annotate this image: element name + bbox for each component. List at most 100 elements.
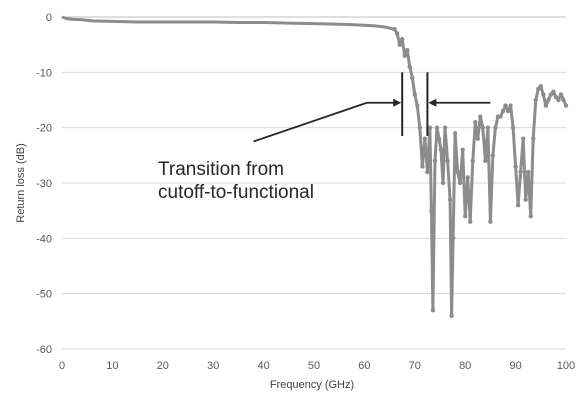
x-tick-label: 90	[509, 360, 521, 372]
data-point	[397, 42, 402, 47]
x-tick-label: 40	[257, 360, 269, 372]
x-tick-label: 10	[106, 360, 118, 372]
data-point	[473, 119, 478, 125]
data-point	[463, 214, 468, 219]
pointer-line	[253, 101, 368, 143]
data-point	[432, 158, 438, 164]
data-point	[561, 97, 566, 103]
data-point	[546, 97, 551, 103]
data-point	[510, 125, 516, 130]
annotation-line-2: cutoff-to-functional	[158, 182, 314, 203]
data-point	[407, 64, 412, 70]
data-point	[392, 26, 397, 32]
data-point	[394, 31, 400, 36]
data-point	[434, 125, 440, 130]
grid-lines	[62, 71, 566, 350]
series-line	[61, 15, 568, 318]
data-point	[558, 92, 564, 97]
y-tick-label: -60	[36, 344, 52, 356]
data-point	[551, 89, 556, 94]
y-tick-label: -30	[36, 178, 52, 190]
y-tick-label: -10	[36, 67, 52, 79]
data-point	[455, 169, 460, 175]
x-axis-title: Frequency (GHz)	[270, 379, 354, 391]
x-tick-label: 80	[459, 360, 471, 372]
x-axis-ticks: 0 10 20 30 40 50 60 70 80 90 100	[59, 360, 575, 372]
data-point	[523, 197, 528, 202]
data-point	[400, 36, 405, 42]
data-point	[541, 92, 546, 97]
data-point	[515, 202, 521, 208]
data-point	[460, 147, 465, 152]
data-point	[518, 169, 523, 175]
data-point	[452, 131, 458, 136]
data-point	[410, 75, 415, 81]
data-point	[449, 313, 454, 318]
data-point	[538, 83, 543, 89]
x-tick-label: 50	[308, 360, 320, 372]
data-point	[526, 169, 531, 175]
data-point	[430, 308, 436, 313]
data-point	[483, 158, 488, 164]
data-point	[543, 103, 549, 108]
data-point	[493, 125, 498, 130]
data-point	[478, 114, 483, 119]
data-point	[513, 164, 518, 169]
data-point	[412, 92, 417, 97]
series-layer	[61, 15, 569, 318]
data-point	[500, 108, 506, 114]
data-point	[442, 125, 448, 130]
right-arrowhead-icon	[428, 98, 437, 107]
left-arrowhead-icon	[393, 98, 402, 107]
x-tick-label: 60	[358, 360, 370, 372]
data-point	[475, 136, 480, 141]
x-tick-label: 0	[59, 360, 65, 372]
x-tick-label: 70	[409, 360, 421, 372]
data-point	[505, 108, 511, 114]
data-point	[440, 180, 446, 186]
data-point	[445, 158, 450, 164]
data-point	[436, 136, 442, 141]
y-tick-label: -50	[36, 289, 52, 301]
x-tick-label: 30	[207, 360, 219, 372]
annotation-line-1: Transition from	[158, 159, 284, 180]
data-point	[450, 236, 456, 241]
data-point	[402, 53, 407, 58]
data-point	[498, 114, 503, 119]
y-axis-title: Return loss (dB)	[15, 143, 27, 222]
y-tick-label: -20	[36, 123, 52, 135]
data-point	[465, 175, 470, 180]
data-point	[503, 103, 508, 108]
data-point	[485, 125, 491, 130]
data-point	[508, 103, 513, 108]
data-point	[488, 219, 493, 224]
data-point	[531, 136, 536, 141]
data-point	[427, 125, 433, 130]
y-axis-ticks: 0 -10 -20 -30 -40 -50 -60	[36, 12, 52, 356]
data-point	[470, 158, 475, 164]
data-point	[490, 153, 496, 158]
data-point	[520, 136, 526, 141]
data-point	[468, 219, 473, 224]
data-point	[480, 125, 486, 130]
data-point	[438, 147, 444, 152]
data-point	[415, 103, 420, 108]
data-point	[420, 164, 425, 169]
data-point	[417, 125, 423, 130]
data-point	[563, 103, 569, 108]
data-point	[429, 208, 434, 213]
x-tick-label: 100	[557, 360, 575, 372]
data-point	[457, 180, 463, 186]
annotation: Transition from cutoff-to-functional	[158, 72, 491, 203]
y-tick-label: -40	[36, 233, 52, 245]
data-point	[533, 97, 538, 103]
x-tick-label: 20	[157, 360, 169, 372]
y-tick-label: 0	[46, 12, 52, 24]
data-point	[425, 169, 430, 175]
data-point	[422, 136, 428, 141]
data-point	[528, 214, 533, 219]
data-point	[556, 97, 561, 103]
data-point	[405, 48, 410, 53]
data-point	[447, 197, 453, 202]
